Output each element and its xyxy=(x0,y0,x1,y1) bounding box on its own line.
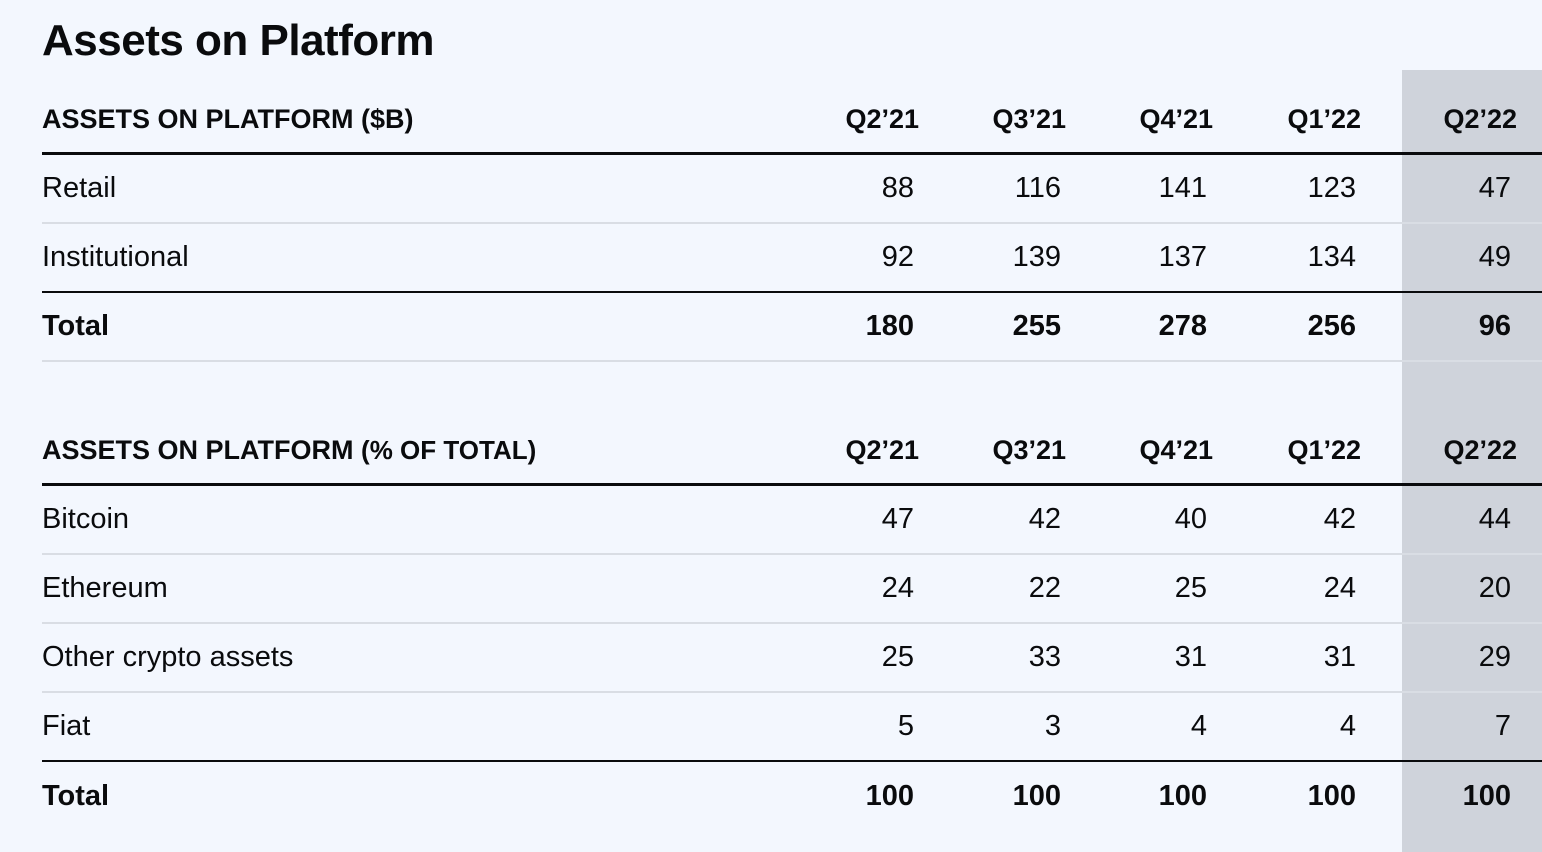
row-value: 24 xyxy=(1323,572,1356,604)
column-header: Q2’21 xyxy=(845,103,919,134)
row-value: 141 xyxy=(1158,172,1207,204)
row-value: 7 xyxy=(1494,710,1511,742)
assets-usd-table: ASSETS ON PLATFORM ($B) Q2’21 Q3’21 Q4’2… xyxy=(42,86,1542,362)
row-value: 92 xyxy=(881,241,914,273)
row-value: 20 xyxy=(1478,572,1511,604)
column-header: Q2’21 xyxy=(845,434,919,465)
row-label: Total xyxy=(42,780,110,812)
row-value: 5 xyxy=(897,710,914,742)
row-value: 29 xyxy=(1478,641,1511,673)
row-value: 33 xyxy=(1028,641,1061,673)
row-value: 24 xyxy=(881,572,914,604)
row-value: 100 xyxy=(1012,780,1061,812)
row-value: 3 xyxy=(1044,710,1061,742)
row-value: 44 xyxy=(1478,503,1511,535)
row-label: Retail xyxy=(42,172,117,204)
column-header: Q2’22 xyxy=(1443,434,1517,465)
table-header-label: ASSETS ON PLATFORM ($B) xyxy=(42,86,414,152)
row-value: 49 xyxy=(1478,241,1511,273)
row-value: 255 xyxy=(1012,310,1061,342)
table-row: Ethereum 24 22 25 24 20 xyxy=(42,555,1542,624)
row-value: 137 xyxy=(1158,241,1207,273)
row-value: 31 xyxy=(1323,641,1356,673)
row-value: 42 xyxy=(1028,503,1061,535)
table-header-row: ASSETS ON PLATFORM (% OF TOTAL) Q2’21 Q3… xyxy=(42,417,1542,486)
row-value: 100 xyxy=(865,780,914,812)
header-main: ASSETS ON PLATFORM xyxy=(42,434,354,465)
row-label: Ethereum xyxy=(42,572,168,604)
table-row: Bitcoin 47 42 40 42 44 xyxy=(42,486,1542,555)
assets-percent-table: ASSETS ON PLATFORM (% OF TOTAL) Q2’21 Q3… xyxy=(42,417,1542,831)
row-value: 88 xyxy=(881,172,914,204)
row-value: 25 xyxy=(881,641,914,673)
row-value: 100 xyxy=(1307,780,1356,812)
row-value: 256 xyxy=(1307,310,1356,342)
column-header: Q3’21 xyxy=(992,434,1066,465)
row-label: Bitcoin xyxy=(42,503,130,535)
column-header: Q2’22 xyxy=(1443,103,1517,134)
current-quarter-highlight xyxy=(1402,70,1542,852)
row-value: 278 xyxy=(1158,310,1207,342)
column-header: Q1’22 xyxy=(1287,103,1361,134)
row-value: 100 xyxy=(1462,780,1511,812)
table-row: Retail 88 116 141 123 47 xyxy=(42,155,1542,224)
row-value: 134 xyxy=(1307,241,1356,273)
row-value: 139 xyxy=(1012,241,1061,273)
row-value: 40 xyxy=(1174,503,1207,535)
row-value: 180 xyxy=(865,310,914,342)
row-value: 123 xyxy=(1307,172,1356,204)
row-value: 25 xyxy=(1174,572,1207,604)
table-header-row: ASSETS ON PLATFORM ($B) Q2’21 Q3’21 Q4’2… xyxy=(42,86,1542,155)
table-row: Fiat 5 3 4 4 7 xyxy=(42,693,1542,762)
row-value: 4 xyxy=(1190,710,1207,742)
row-value: 42 xyxy=(1323,503,1356,535)
column-header: Q1’22 xyxy=(1287,434,1361,465)
column-header: Q4’21 xyxy=(1139,103,1213,134)
row-label: Other crypto assets xyxy=(42,641,294,673)
row-value: 31 xyxy=(1174,641,1207,673)
table-row: Institutional 92 139 137 134 49 xyxy=(42,224,1542,293)
header-sub: (% OF TOTAL) xyxy=(361,434,537,465)
column-header: Q3’21 xyxy=(992,103,1066,134)
row-value: 100 xyxy=(1158,780,1207,812)
row-value: 4 xyxy=(1339,710,1356,742)
header-sub: ($B) xyxy=(361,103,414,134)
page-title: Assets on Platform xyxy=(42,16,434,65)
total-row: Total 180 255 278 256 96 xyxy=(42,293,1542,362)
row-value: 22 xyxy=(1028,572,1061,604)
table-row: Other crypto assets 25 33 31 31 29 xyxy=(42,624,1542,693)
row-value: 96 xyxy=(1478,310,1511,342)
header-main: ASSETS ON PLATFORM xyxy=(42,103,354,134)
row-value: 116 xyxy=(1014,172,1061,204)
row-value: 47 xyxy=(1478,172,1511,204)
column-header: Q4’21 xyxy=(1139,434,1213,465)
row-value: 47 xyxy=(881,503,914,535)
table-header-label: ASSETS ON PLATFORM (% OF TOTAL) xyxy=(42,417,536,483)
row-label: Institutional xyxy=(42,241,189,273)
total-row: Total 100 100 100 100 100 xyxy=(42,762,1542,831)
row-label: Total xyxy=(42,310,110,342)
row-label: Fiat xyxy=(42,710,91,742)
